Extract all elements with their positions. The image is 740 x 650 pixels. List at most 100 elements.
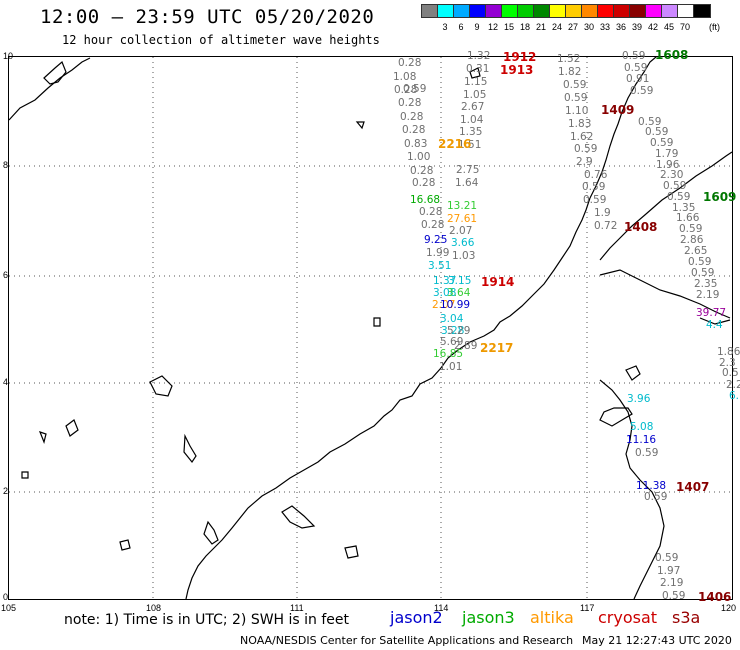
map-frame: [8, 56, 733, 600]
lon-tick-105: 105: [1, 603, 17, 613]
wave-value: 1.64: [455, 177, 479, 189]
wave-value: 0.59: [624, 62, 648, 74]
map-title: 12:00 — 23:59 UTC 05/20/2020: [40, 6, 375, 28]
pass-time-label: 1609: [703, 190, 737, 204]
pass-time-label: 1406: [698, 590, 732, 604]
lat-tick-4: 4: [3, 377, 9, 387]
colorbar-swatch: [693, 4, 711, 18]
colorbar-label: 39: [631, 22, 642, 32]
wave-value: 0.5: [722, 367, 739, 379]
wave-value: 1.99: [426, 247, 450, 259]
lat-tick-2: 2: [3, 486, 9, 496]
pass-time-label: 1913: [500, 63, 534, 77]
lat-tick-10: 10: [3, 51, 14, 61]
colorbar-label: 3: [442, 22, 448, 32]
pass-time-label: 1914: [481, 275, 515, 289]
wave-value: 2.89: [454, 340, 478, 352]
wave-value: 2.19: [696, 289, 720, 301]
wave-value: 3.66: [451, 237, 475, 249]
colorbar-label: 36: [615, 22, 626, 32]
wave-value: 1.9: [594, 207, 611, 219]
wave-value: 0.59: [655, 552, 679, 564]
colorbar-label: 42: [647, 22, 658, 32]
grid-lines: [9, 57, 732, 599]
colorbar-unit: (ft): [709, 22, 720, 32]
wave-value: 1.05: [463, 89, 487, 101]
wave-value: 3.08: [433, 287, 457, 299]
wave-value: 1.97: [657, 565, 681, 577]
wave-value: 0.59: [679, 223, 703, 235]
wave-value: 2.35: [694, 278, 718, 290]
legend-cryosat: cryosat: [598, 608, 658, 627]
map-subtitle: 12 hour collection of altimeter wave hei…: [62, 33, 380, 47]
wave-value: 1.35: [459, 126, 483, 138]
wave-value: 0.59: [638, 116, 662, 128]
wave-value: 1.79: [655, 148, 679, 160]
units-note: note: 1) Time is in UTC; 2) SWH is in fe…: [64, 612, 350, 628]
wave-value: 3.04: [440, 313, 464, 325]
wave-value: 3.15: [448, 275, 472, 287]
colorbar-label: 27: [567, 22, 578, 32]
wave-value: 1.32: [467, 50, 491, 62]
wave-value: 5.69: [440, 336, 464, 348]
lon-tick-111: 111: [290, 603, 304, 613]
colorbar-label: 45: [663, 22, 674, 32]
wave-value: 10.99: [440, 299, 471, 311]
wave-value: 1.82: [558, 66, 582, 78]
wave-value: 1.51: [458, 139, 482, 151]
wave-value: 2.9: [576, 156, 593, 168]
wave-value: 1.10: [565, 105, 589, 117]
wave-value: 0.28: [398, 97, 422, 109]
wave-value: 1.00: [407, 151, 431, 163]
wave-value: 16.85: [433, 348, 464, 360]
wave-value: 0.59: [645, 126, 669, 138]
wave-value: 0.28: [402, 124, 426, 136]
lon-tick-117: 117: [580, 603, 595, 613]
wave-value: 3.64: [447, 287, 471, 299]
wave-value: 0.28: [394, 84, 418, 96]
wave-value: 39.77: [696, 307, 727, 319]
wave-value: 0.28: [410, 165, 434, 177]
legend-jason2: jason2: [390, 608, 443, 627]
wave-value: 16.68: [410, 194, 441, 206]
wave-value: 1.01: [439, 361, 463, 373]
wave-value: 0.28: [412, 177, 436, 189]
wave-value: 0.28: [421, 219, 445, 231]
wave-value: 2.2: [726, 379, 740, 391]
wave-value: 0.76: [584, 169, 608, 181]
wave-value: 0.59: [403, 83, 427, 95]
wave-value: 0.59: [574, 143, 598, 155]
wave-value: 0.28: [398, 57, 422, 69]
wave-value: 0.31: [466, 63, 490, 75]
credit-line: NOAA/NESDIS Center for Satellite Applica…: [240, 634, 574, 647]
wave-value: 1.86: [717, 346, 740, 358]
wave-value: 27.61: [447, 213, 478, 225]
colorbar-label: 30: [583, 22, 594, 32]
colorbar-label: 18: [519, 22, 530, 32]
lat-tick-8: 8: [3, 160, 9, 170]
colorbar-label: 21: [535, 22, 546, 32]
lat-tick-0: 0: [3, 592, 9, 602]
lat-tick-6: 6: [3, 270, 9, 280]
wave-value: 2.19: [660, 577, 684, 589]
pass-time-label: 1408: [624, 220, 658, 234]
wave-value: 11.16: [626, 434, 657, 446]
legend-jason3: jason3: [462, 608, 515, 627]
lon-tick-108: 108: [146, 603, 162, 613]
wave-value: 0.59: [667, 191, 691, 203]
pass-time-label: 1912: [503, 50, 537, 64]
wave-value: 0.59: [644, 491, 668, 503]
wave-value: 4.4: [706, 319, 723, 331]
wave-value: 0.72: [594, 220, 618, 232]
wave-value: 9.25: [424, 234, 448, 246]
legend-altika: altika: [530, 608, 574, 627]
wave-value: 0.59: [691, 267, 715, 279]
wave-value: 1.35: [672, 202, 696, 214]
wave-value: 5.29: [447, 325, 471, 337]
wave-value: 2.30: [660, 169, 684, 181]
pass-time-label: 2216: [438, 137, 472, 151]
wave-value: 11.38: [636, 480, 667, 492]
wave-value: 1.83: [568, 118, 592, 130]
